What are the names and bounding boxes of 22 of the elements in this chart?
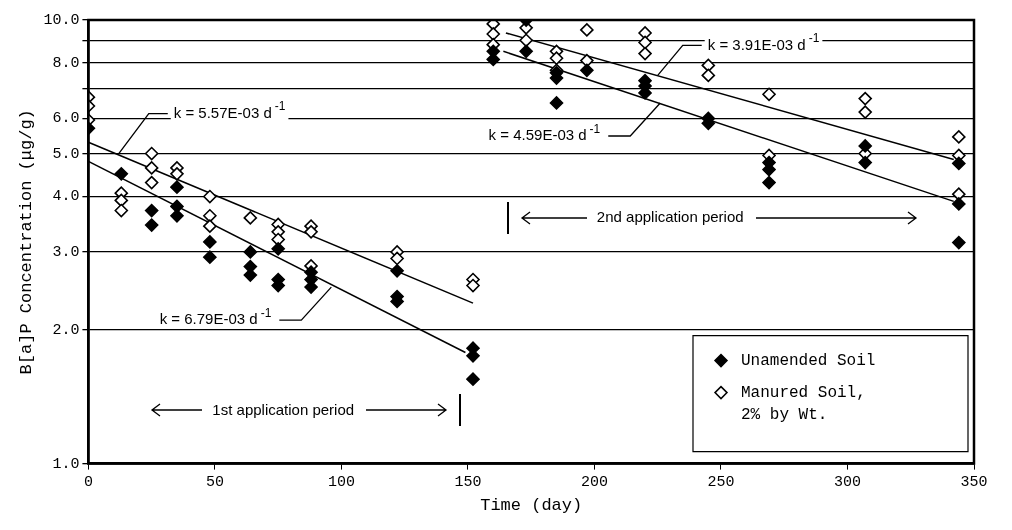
- legend-label: Unamended Soil: [741, 351, 876, 370]
- x-tick-label: 100: [327, 473, 355, 491]
- legend-label: Manured Soil, 2% by Wt.: [741, 383, 866, 424]
- y-tick-label: 6.0: [52, 110, 80, 128]
- x-tick-label: 250: [707, 473, 735, 491]
- y-tick-label: 5.0: [52, 145, 80, 163]
- y-tick-label: 8.0: [52, 54, 80, 72]
- x-axis-title: Time (day): [480, 496, 583, 516]
- y-tick-label: 4.0: [52, 188, 80, 206]
- annotation: 2nd application period: [596, 208, 744, 226]
- y-tick-label: 1.0: [52, 455, 80, 473]
- x-tick-label: 150: [454, 473, 482, 491]
- x-tick-label: 300: [833, 473, 861, 491]
- x-tick-label: 0: [83, 473, 93, 491]
- x-tick-label: 350: [960, 473, 988, 491]
- annotation: 1st application period: [212, 400, 355, 418]
- y-tick-label: 10.0: [43, 11, 80, 29]
- x-tick-label: 50: [205, 473, 224, 491]
- x-tick-label: 200: [580, 473, 608, 491]
- y-axis-title: B[a]P Concentration (μg/g): [16, 109, 36, 375]
- y-tick-label: 3.0: [52, 243, 80, 261]
- y-tick-label: 2.0: [52, 322, 80, 340]
